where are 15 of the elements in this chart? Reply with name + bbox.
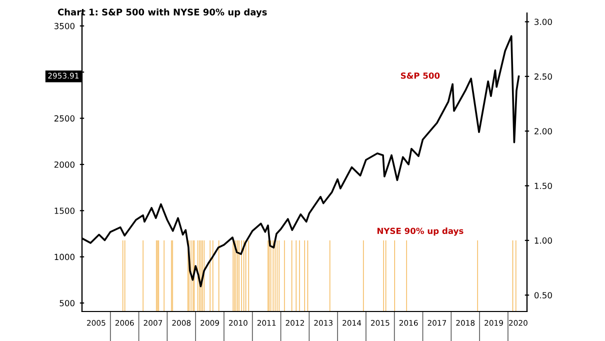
y2-tick-label: 1.00: [534, 237, 552, 244]
y2-tick-label: 1.50: [534, 182, 552, 190]
y-tick-label: 1500: [54, 208, 74, 214]
y-tick-label: 1000: [54, 254, 74, 260]
series-label: NYSE 90% up days: [377, 228, 464, 236]
y-tick-label: 500: [60, 300, 74, 306]
y2-tick-label: 3.00: [534, 18, 552, 26]
series-label: S&P 500: [400, 72, 440, 79]
y-tick-label: 2500: [54, 115, 74, 122]
y2-tick-label: 0.50: [534, 292, 552, 298]
y-tick-label: 3500: [54, 22, 74, 30]
y-tick-label: 2000: [54, 161, 74, 168]
chart-title: Chart 1: S&P 500 with NYSE 90% up days: [58, 8, 267, 18]
y2-tick-label: 2.00: [534, 128, 552, 134]
y2-tick-label: 2.50: [534, 73, 552, 80]
